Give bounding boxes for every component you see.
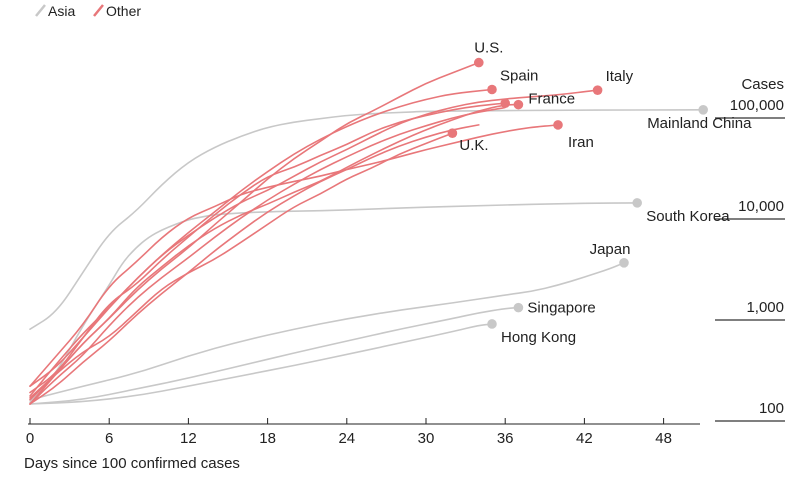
legend: Asia Other <box>35 3 141 19</box>
series-endpoint-iran <box>553 120 563 130</box>
series-endpoint-singapore <box>513 302 524 313</box>
legend-label-other: Other <box>106 3 141 19</box>
series-label-italy: Italy <box>606 68 634 85</box>
y-axis-unit: Cases <box>741 76 784 93</box>
y-tick-label: 1,000 <box>746 299 784 316</box>
series-line-france <box>29 103 520 401</box>
series-endpoint-italy <box>592 85 603 95</box>
series-line-u-k <box>29 132 454 399</box>
x-tick-label: 30 <box>418 430 435 447</box>
series-label-mainland-china: Mainland China <box>647 115 752 132</box>
series-line-spain <box>29 88 493 397</box>
x-tick-label: 42 <box>576 430 593 447</box>
series-endpoint-u-k <box>447 128 458 138</box>
series-line-other-13 <box>29 124 480 405</box>
x-tick-label: 24 <box>338 430 355 447</box>
x-tick-label: 6 <box>105 430 113 447</box>
x-tick-label: 0 <box>26 430 34 447</box>
x-axis-title: Days since 100 confirmed cases <box>24 455 240 472</box>
series-labels: Mainland China South Korea Japan Singapore H… <box>459 40 752 346</box>
asia-series <box>29 109 704 405</box>
series-line-south-korea <box>29 202 638 404</box>
series-label-france: France <box>528 91 575 108</box>
legend-swatch-other <box>93 4 104 17</box>
series-endpoint-mainland-china <box>698 105 708 115</box>
series-line-iran <box>29 124 559 387</box>
series-endpoint-germany <box>500 98 511 109</box>
x-tick-label: 48 <box>655 430 672 447</box>
other-series <box>29 61 599 405</box>
y-tick-label: 100,000 <box>730 97 784 114</box>
series-label-iran: Iran <box>568 134 594 151</box>
series-line-other-12 <box>29 106 506 405</box>
series-line-italy <box>29 89 599 387</box>
series-line-hong-kong <box>29 323 493 405</box>
x-tick-label: 18 <box>259 430 276 447</box>
x-tick-label: 36 <box>497 430 514 447</box>
series-label-spain: Spain <box>500 67 538 84</box>
series-label-hong-kong: Hong Kong <box>501 329 576 346</box>
y-tick-label: 10,000 <box>738 198 784 215</box>
end-markers <box>447 57 708 329</box>
y-tick-label: 100 <box>759 400 784 417</box>
series-label-u-s: U.S. <box>474 40 503 57</box>
series-label-japan: Japan <box>590 241 631 258</box>
series-label-u-k: U.K. <box>459 137 488 154</box>
series-endpoint-france <box>513 99 524 110</box>
series-endpoint-u-s <box>474 57 484 68</box>
x-tick-label: 12 <box>180 430 197 447</box>
legend-swatch-asia <box>35 4 46 17</box>
series-line-singapore <box>29 306 520 405</box>
series-endpoint-japan <box>619 258 629 268</box>
series-line-japan <box>29 262 625 401</box>
y-axis-labels: Cases 100 1,000 10,000 100,000 <box>715 76 785 422</box>
series-line-germany <box>29 102 506 394</box>
series-endpoint-south-korea <box>632 198 642 208</box>
series-endpoint-hong-kong <box>487 319 497 329</box>
series-endpoint-spain <box>487 84 497 95</box>
series-label-south-korea: South Korea <box>646 208 730 225</box>
series-line-mainland-china <box>29 109 704 330</box>
legend-label-asia: Asia <box>48 3 75 19</box>
series-label-singapore: Singapore <box>527 300 595 317</box>
x-axis: 0 6 12 18 24 30 36 42 48 <box>26 418 700 447</box>
